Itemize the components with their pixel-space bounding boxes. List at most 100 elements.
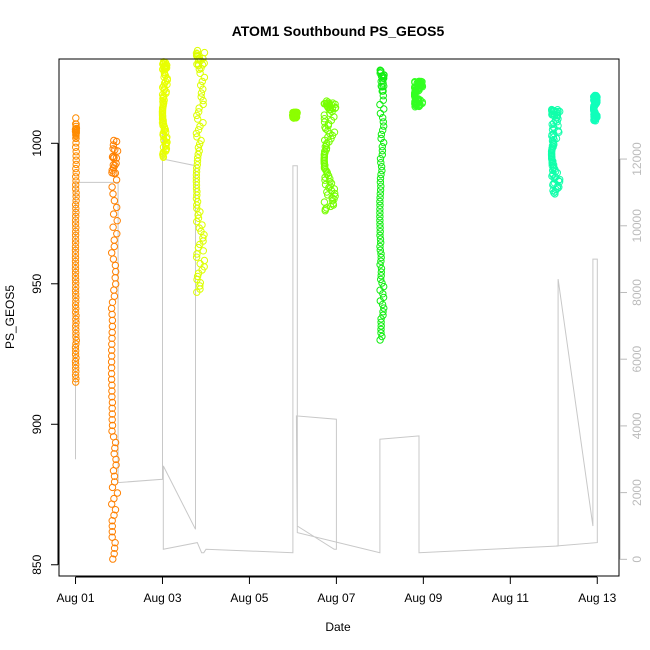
data-point (71, 371, 80, 379)
data-point (376, 220, 384, 228)
data-point (108, 346, 116, 354)
data-point (72, 378, 80, 386)
data-point (550, 189, 558, 197)
data-point (72, 368, 80, 376)
data-point (193, 250, 201, 258)
data-point (197, 89, 206, 97)
series-aug-06 (289, 108, 301, 122)
data-point (71, 272, 80, 280)
data-point (377, 275, 385, 284)
data-point (192, 253, 201, 261)
data-point (108, 310, 116, 319)
series-aug-08 (376, 66, 388, 344)
x-axis: Aug 01 Aug 03 Aug 05 Aug 07 Aug 09 Aug 11 Aug … (56, 576, 617, 605)
data-point (108, 249, 116, 257)
data-point (108, 421, 117, 430)
data-point (72, 139, 80, 147)
altitude-line (75, 112, 598, 554)
data-point (321, 176, 329, 184)
data-point (72, 193, 80, 201)
data-point (108, 381, 116, 389)
data-point (378, 332, 386, 341)
data-point (553, 169, 561, 177)
data-point (376, 235, 385, 243)
data-point (194, 150, 202, 159)
data-point (159, 95, 167, 103)
y-tick-label: 950 (30, 273, 44, 293)
data-point (71, 265, 80, 273)
data-point (110, 550, 118, 558)
data-point (72, 322, 80, 330)
data-point (376, 100, 384, 109)
data-point (72, 294, 80, 302)
data-point (110, 544, 119, 552)
data-point (378, 143, 386, 151)
data-point (71, 201, 80, 209)
data-point (377, 253, 385, 262)
data-point (71, 235, 80, 243)
data-point (376, 231, 384, 240)
data-point (377, 130, 386, 139)
data-point (331, 104, 339, 113)
data-point (417, 77, 425, 86)
data-point (376, 246, 384, 254)
data-point (159, 65, 167, 74)
data-point (72, 336, 81, 345)
y2-tick-label: 10000 (630, 209, 644, 243)
data-point (550, 124, 558, 133)
data-point (196, 282, 204, 290)
data-point (71, 308, 80, 316)
y2-axis: 0 2000 4000 6000 8000 10000 12000 (619, 142, 644, 563)
data-point (110, 236, 118, 244)
data-point (72, 160, 80, 169)
data-point (380, 304, 388, 312)
data-point (71, 254, 80, 262)
data-point (72, 375, 80, 383)
data-point (112, 176, 121, 184)
y-axis: 850 900 950 1000 (30, 130, 59, 575)
data-point (194, 115, 202, 123)
data-point (72, 212, 80, 221)
data-point (108, 517, 116, 525)
data-point (108, 404, 116, 412)
data-point (72, 181, 80, 189)
data-point (200, 48, 209, 57)
data-point (200, 256, 209, 265)
data-point (376, 155, 385, 163)
data-point (378, 151, 386, 159)
data-point (72, 208, 80, 217)
data-point (197, 93, 205, 101)
data-point (293, 108, 301, 117)
data-point (195, 147, 203, 155)
y2-tick-label: 4000 (630, 412, 644, 439)
data-point (193, 157, 202, 166)
data-point (109, 555, 117, 563)
data-point (376, 213, 384, 221)
data-point (377, 329, 385, 337)
data-point (113, 203, 121, 212)
data-point (111, 169, 120, 177)
data-point (320, 111, 328, 119)
data-point (110, 286, 118, 294)
data-point (193, 201, 201, 209)
data-point (326, 103, 334, 112)
data-point (72, 347, 80, 355)
data-point (376, 216, 384, 225)
data-point (194, 154, 202, 162)
data-point (72, 297, 80, 306)
data-point (196, 69, 204, 78)
data-point (195, 54, 204, 62)
data-point (378, 300, 387, 309)
data-point (376, 197, 384, 206)
data-point (376, 201, 384, 210)
data-point (71, 257, 80, 266)
data-point (72, 283, 80, 291)
data-point (548, 172, 556, 180)
data-point (108, 387, 116, 395)
data-point (72, 152, 80, 160)
series-aug-12 (547, 105, 564, 198)
data-point (326, 175, 334, 183)
data-point (377, 322, 385, 330)
data-point (71, 239, 80, 247)
